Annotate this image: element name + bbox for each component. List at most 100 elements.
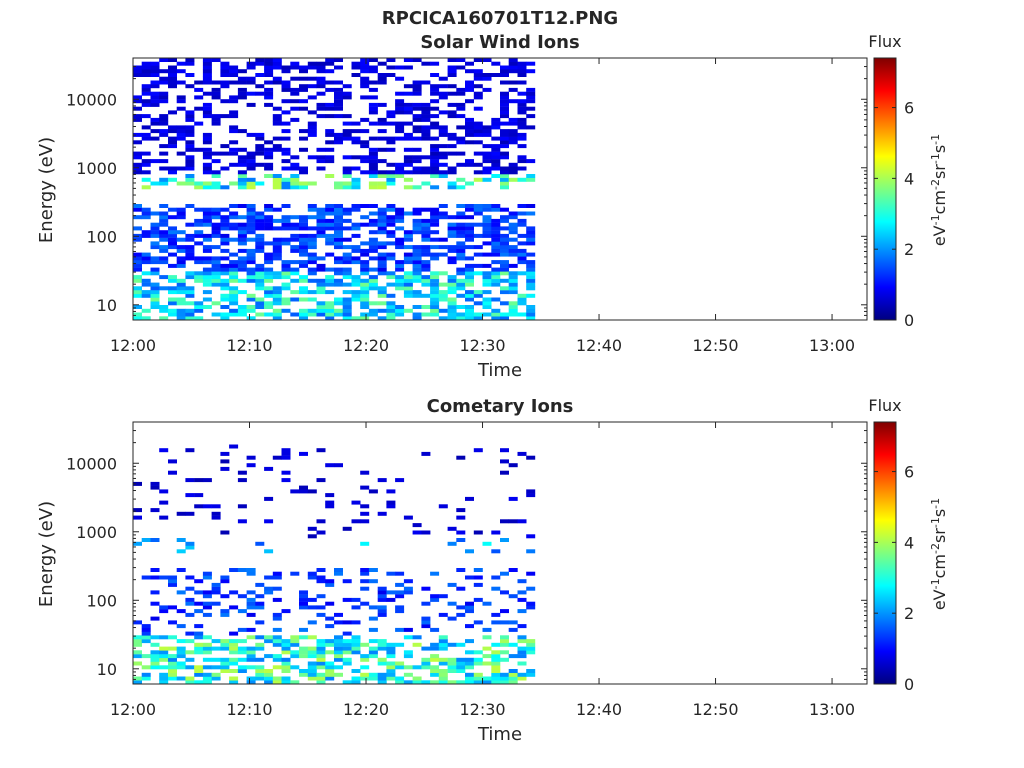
heatmap-cell bbox=[185, 448, 195, 453]
heatmap-cell bbox=[508, 226, 518, 231]
heatmap-cell bbox=[403, 286, 413, 291]
heatmap-cell bbox=[395, 170, 405, 175]
heatmap-cell bbox=[456, 91, 466, 96]
heatmap-cell bbox=[229, 642, 239, 647]
heatmap-cell bbox=[237, 237, 247, 242]
heatmap-cell bbox=[412, 290, 422, 295]
heatmap-cell bbox=[246, 601, 256, 606]
heatmap-cell bbox=[421, 110, 431, 115]
heatmap-cell bbox=[220, 612, 230, 617]
heatmap-cell bbox=[325, 132, 335, 137]
heatmap-cell bbox=[133, 515, 142, 520]
heatmap-cell bbox=[159, 308, 169, 313]
heatmap-cell bbox=[360, 84, 370, 89]
heatmap-cell bbox=[133, 215, 142, 220]
heatmap-cell bbox=[220, 459, 230, 464]
heatmap-cell bbox=[508, 278, 518, 283]
heatmap-cell bbox=[491, 672, 501, 677]
heatmap-cell bbox=[473, 263, 483, 268]
heatmap-cell bbox=[491, 676, 501, 681]
heatmap-cell bbox=[272, 226, 282, 231]
heatmap-cell bbox=[412, 136, 422, 141]
heatmap-cell bbox=[508, 248, 518, 253]
heatmap-cell bbox=[290, 237, 300, 242]
heatmap-cell bbox=[325, 226, 335, 231]
heatmap-cell bbox=[500, 69, 509, 74]
heatmap-cell bbox=[202, 181, 212, 186]
heatmap-cell bbox=[264, 147, 274, 152]
heatmap-cell bbox=[237, 170, 247, 175]
heatmap-cell bbox=[456, 657, 466, 662]
heatmap-cell bbox=[517, 73, 527, 77]
heatmap-cell bbox=[386, 147, 396, 152]
heatmap-cell bbox=[281, 129, 291, 134]
heatmap-cell bbox=[360, 263, 370, 268]
heatmap-cell bbox=[351, 136, 361, 141]
heatmap-cell bbox=[299, 218, 308, 223]
heatmap-cell bbox=[281, 271, 291, 276]
heatmap-cell bbox=[316, 530, 326, 535]
heatmap-cell bbox=[473, 568, 483, 572]
heatmap-cell bbox=[255, 132, 265, 137]
heatmap-cell bbox=[526, 278, 536, 283]
heatmap-cell bbox=[202, 170, 212, 175]
heatmap-cell bbox=[246, 65, 256, 70]
heatmap-cell bbox=[456, 455, 466, 460]
heatmap-cell bbox=[456, 211, 466, 216]
heatmap-cell bbox=[500, 657, 509, 662]
heatmap-cell bbox=[185, 222, 195, 227]
heatmap-cell bbox=[430, 278, 440, 283]
heatmap-cell bbox=[246, 132, 256, 137]
heatmap-cell bbox=[255, 282, 265, 287]
heatmap-cell bbox=[360, 222, 370, 227]
heatmap-cell bbox=[316, 650, 326, 655]
heatmap-cell bbox=[316, 211, 326, 216]
heatmap-cell bbox=[456, 282, 466, 287]
heatmap-cell bbox=[342, 597, 352, 602]
heatmap-cell bbox=[447, 297, 457, 302]
heatmap-cell bbox=[368, 204, 378, 208]
heatmap-cell bbox=[412, 91, 422, 96]
heatmap-cell bbox=[517, 241, 527, 246]
heatmap-cell bbox=[456, 286, 466, 291]
heatmap-cell bbox=[377, 252, 387, 257]
heatmap-cell bbox=[211, 207, 221, 212]
heatmap-cell bbox=[246, 91, 256, 96]
heatmap-cell bbox=[185, 147, 195, 152]
heatmap-cell bbox=[185, 575, 195, 580]
heatmap-cell bbox=[517, 155, 527, 160]
heatmap-cell bbox=[456, 58, 466, 62]
heatmap-cell bbox=[526, 174, 536, 178]
heatmap-cell bbox=[482, 271, 492, 276]
heatmap-cell bbox=[368, 170, 378, 175]
heatmap-cell bbox=[342, 136, 352, 141]
heatmap-cell bbox=[421, 230, 431, 235]
heatmap-cell bbox=[246, 226, 256, 231]
heatmap-cell bbox=[526, 672, 536, 677]
heatmap-cell bbox=[237, 650, 247, 655]
heatmap-cell bbox=[473, 84, 483, 89]
heatmap-cell bbox=[438, 316, 448, 321]
heatmap-cell bbox=[368, 147, 378, 152]
heatmap-cell bbox=[307, 654, 317, 659]
heatmap-cell bbox=[299, 241, 308, 246]
heatmap-cell bbox=[133, 293, 142, 298]
heatmap-cell bbox=[377, 609, 387, 614]
heatmap-cell bbox=[211, 646, 221, 651]
heatmap-cell bbox=[229, 95, 239, 100]
heatmap-cell bbox=[307, 672, 317, 677]
heatmap-cell bbox=[508, 301, 518, 306]
heatmap-cell bbox=[438, 661, 448, 666]
heatmap-cell bbox=[211, 170, 221, 175]
heatmap-cell bbox=[290, 248, 300, 253]
heatmap-cell bbox=[141, 73, 151, 77]
heatmap-cell bbox=[421, 616, 431, 621]
heatmap-cell bbox=[316, 661, 326, 666]
heatmap-cell bbox=[342, 129, 352, 134]
heatmap-cell bbox=[220, 271, 230, 276]
heatmap-cell bbox=[334, 132, 343, 137]
heatmap-cell bbox=[316, 61, 326, 66]
x-tick-label: 12:20 bbox=[343, 700, 389, 719]
heatmap-cell bbox=[133, 316, 142, 321]
heatmap-cell bbox=[133, 166, 142, 171]
